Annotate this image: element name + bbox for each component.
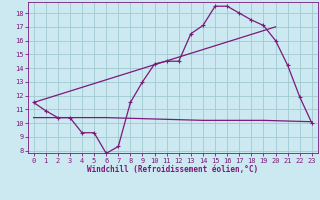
X-axis label: Windchill (Refroidissement éolien,°C): Windchill (Refroidissement éolien,°C) xyxy=(87,165,258,174)
